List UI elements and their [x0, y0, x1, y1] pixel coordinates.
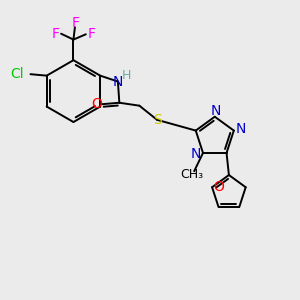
Text: O: O — [91, 97, 102, 111]
Text: O: O — [213, 180, 224, 194]
Text: N: N — [236, 122, 246, 136]
Text: S: S — [153, 113, 161, 127]
Text: N: N — [191, 147, 201, 161]
Text: N: N — [211, 104, 221, 118]
Text: F: F — [72, 16, 80, 30]
Text: CH₃: CH₃ — [180, 168, 203, 181]
Text: Cl: Cl — [11, 67, 24, 81]
Text: F: F — [51, 27, 59, 41]
Text: N: N — [113, 74, 123, 88]
Text: F: F — [88, 27, 96, 41]
Text: H: H — [122, 69, 131, 82]
